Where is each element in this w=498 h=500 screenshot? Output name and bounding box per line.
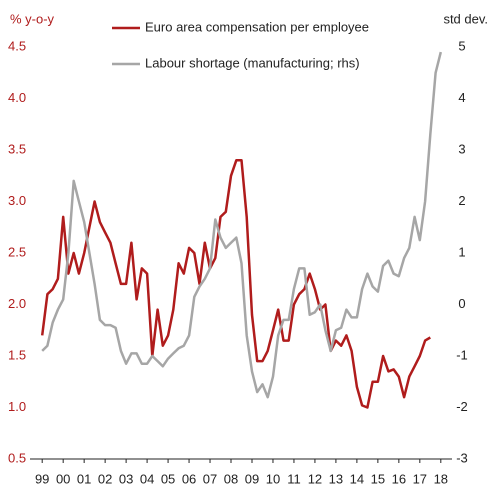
y2-axis-label: std dev. bbox=[443, 11, 488, 26]
x-tick-label: 00 bbox=[56, 471, 70, 486]
x-tick-label: 05 bbox=[161, 471, 175, 486]
y2-tick-label: -1 bbox=[456, 347, 468, 362]
x-tick-label: 18 bbox=[434, 471, 448, 486]
y2-tick-label: 5 bbox=[458, 38, 465, 53]
x-tick-label: 14 bbox=[350, 471, 364, 486]
x-tick-label: 06 bbox=[182, 471, 196, 486]
x-tick-label: 07 bbox=[203, 471, 217, 486]
y2-tick-label: 1 bbox=[458, 244, 465, 259]
y2-tick-label: -2 bbox=[456, 399, 468, 414]
y-tick-label: 0.5 bbox=[8, 450, 26, 465]
y-axis-label: % y-o-y bbox=[10, 11, 55, 26]
x-tick-label: 12 bbox=[308, 471, 322, 486]
x-tick-label: 15 bbox=[371, 471, 385, 486]
x-tick-label: 11 bbox=[287, 471, 301, 486]
y-tick-label: 1.0 bbox=[8, 399, 26, 414]
x-tick-label: 01 bbox=[77, 471, 91, 486]
y2-tick-label: 0 bbox=[458, 296, 465, 311]
y-tick-label: 2.5 bbox=[8, 244, 26, 259]
y2-tick-label: 3 bbox=[458, 141, 465, 156]
y-tick-label: 2.0 bbox=[8, 296, 26, 311]
y-tick-label: 3.5 bbox=[8, 141, 26, 156]
y2-tick-label: -3 bbox=[456, 450, 468, 465]
x-tick-label: 99 bbox=[35, 471, 49, 486]
y-tick-label: 4.5 bbox=[8, 38, 26, 53]
x-tick-label: 08 bbox=[224, 471, 238, 486]
x-tick-label: 17 bbox=[413, 471, 427, 486]
data-line bbox=[40, 159, 431, 409]
x-tick-label: 13 bbox=[329, 471, 343, 486]
y-tick-label: 3.0 bbox=[8, 193, 26, 208]
y-tick-label: 1.5 bbox=[8, 347, 26, 362]
x-tick-label: 16 bbox=[392, 471, 406, 486]
x-tick-label: 04 bbox=[140, 471, 154, 486]
y-tick-label: 4.0 bbox=[8, 90, 26, 105]
legend-text: Labour shortage (manufacturing; rhs) bbox=[145, 55, 360, 70]
legend-text: Euro area compensation per employee bbox=[145, 19, 369, 34]
data-line bbox=[41, 51, 443, 399]
y2-tick-label: 4 bbox=[458, 90, 465, 105]
y2-tick-label: 2 bbox=[458, 193, 465, 208]
x-tick-label: 03 bbox=[119, 471, 133, 486]
x-tick-label: 10 bbox=[266, 471, 280, 486]
x-tick-label: 09 bbox=[245, 471, 259, 486]
x-tick-label: 02 bbox=[98, 471, 112, 486]
